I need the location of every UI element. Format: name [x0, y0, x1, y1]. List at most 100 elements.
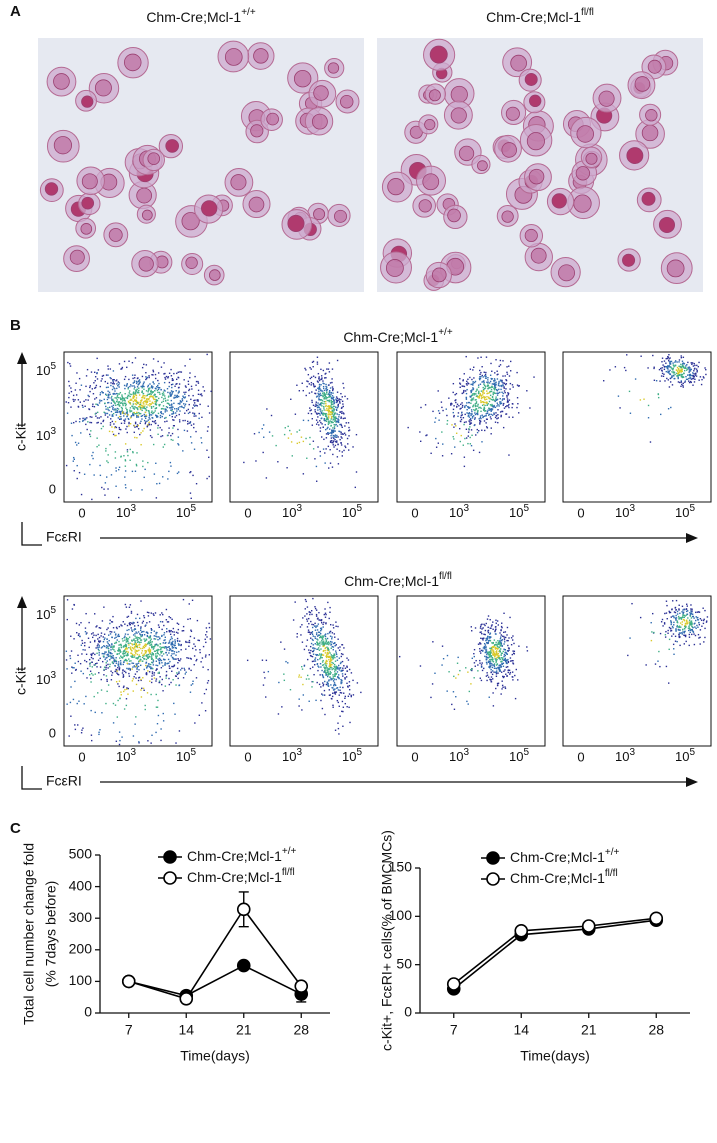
event-dot [486, 382, 487, 383]
event-dot [146, 639, 147, 640]
event-dot [119, 382, 120, 383]
event-dot [683, 357, 684, 358]
event-dot [325, 396, 326, 397]
event-dot [243, 462, 244, 463]
event-dot [159, 682, 160, 683]
event-dot [694, 363, 695, 364]
event-dot [309, 632, 310, 633]
event-dot [104, 639, 105, 640]
event-dot [346, 683, 347, 684]
event-dot [147, 633, 148, 634]
event-dot [319, 684, 320, 685]
event-dot [473, 450, 474, 451]
event-dot [320, 422, 321, 423]
event-dot [496, 652, 497, 653]
event-dot [162, 647, 163, 648]
event-dot [328, 434, 329, 435]
event-dot [172, 650, 173, 651]
event-dot [332, 674, 333, 675]
event-dot [102, 620, 103, 621]
event-dot [107, 664, 108, 665]
event-dot [125, 648, 126, 649]
event-dot [698, 380, 699, 381]
event-dot [120, 456, 121, 457]
event-dot [485, 376, 486, 377]
event-dot [504, 686, 505, 687]
event-dot [168, 386, 169, 387]
event-dot [182, 420, 183, 421]
event-dot [71, 423, 72, 424]
event-dot [192, 683, 193, 684]
event-dot [145, 665, 146, 666]
event-dot [177, 473, 178, 474]
event-dot [166, 675, 167, 676]
event-dot [325, 377, 326, 378]
event-dot [77, 655, 78, 656]
event-dot [346, 706, 347, 707]
event-dot [503, 427, 504, 428]
cell-nucleus [294, 70, 311, 87]
event-dot [441, 431, 442, 432]
event-dot [333, 406, 334, 407]
event-dot [325, 403, 326, 404]
event-dot [147, 424, 148, 425]
event-dot [128, 395, 129, 396]
event-dot [517, 403, 518, 404]
event-dot [151, 647, 152, 648]
event-dot [130, 417, 131, 418]
event-dot [127, 398, 128, 399]
event-dot [325, 617, 326, 618]
event-dot [352, 446, 353, 447]
event-dot [95, 673, 96, 674]
event-dot [188, 413, 189, 414]
event-dot [112, 380, 113, 381]
event-dot [105, 406, 106, 407]
event-dot [109, 394, 110, 395]
event-dot [317, 416, 318, 417]
y-tick-label: 105 [36, 361, 56, 378]
event-dot [330, 387, 331, 388]
event-dot [320, 390, 321, 391]
event-dot [672, 369, 673, 370]
event-dot [145, 418, 146, 419]
event-dot [98, 422, 99, 423]
event-dot [123, 674, 124, 675]
event-dot [167, 478, 168, 479]
event-dot [340, 670, 341, 671]
event-dot [692, 384, 693, 385]
event-dot [319, 420, 320, 421]
event-dot [105, 448, 106, 449]
event-dot [112, 386, 113, 387]
event-dot [108, 651, 109, 652]
event-dot [338, 422, 339, 423]
event-dot [178, 403, 179, 404]
event-dot [118, 686, 119, 687]
event-dot [505, 661, 506, 662]
event-dot [342, 668, 343, 669]
event-dot [479, 660, 480, 661]
event-dot [129, 643, 130, 644]
event-dot [668, 408, 669, 409]
event-dot [343, 450, 344, 451]
event-dot [315, 657, 316, 658]
event-dot [82, 418, 83, 419]
x-tick-label-sup: 5 [523, 503, 529, 514]
event-dot [118, 404, 119, 405]
event-dot [302, 383, 303, 384]
event-dot [159, 654, 160, 655]
event-dot [483, 668, 484, 669]
event-dot [498, 405, 499, 406]
event-dot [165, 646, 166, 647]
event-dot [453, 438, 454, 439]
cell-nucleus [231, 175, 246, 190]
event-dot [136, 397, 137, 398]
cell-nucleus [419, 200, 431, 212]
event-dot [327, 638, 328, 639]
event-dot [668, 354, 669, 355]
event-dot [144, 638, 145, 639]
event-dot [497, 409, 498, 410]
event-dot [512, 671, 513, 672]
event-dot [504, 659, 505, 660]
event-dot [178, 409, 179, 410]
event-dot [318, 413, 319, 414]
